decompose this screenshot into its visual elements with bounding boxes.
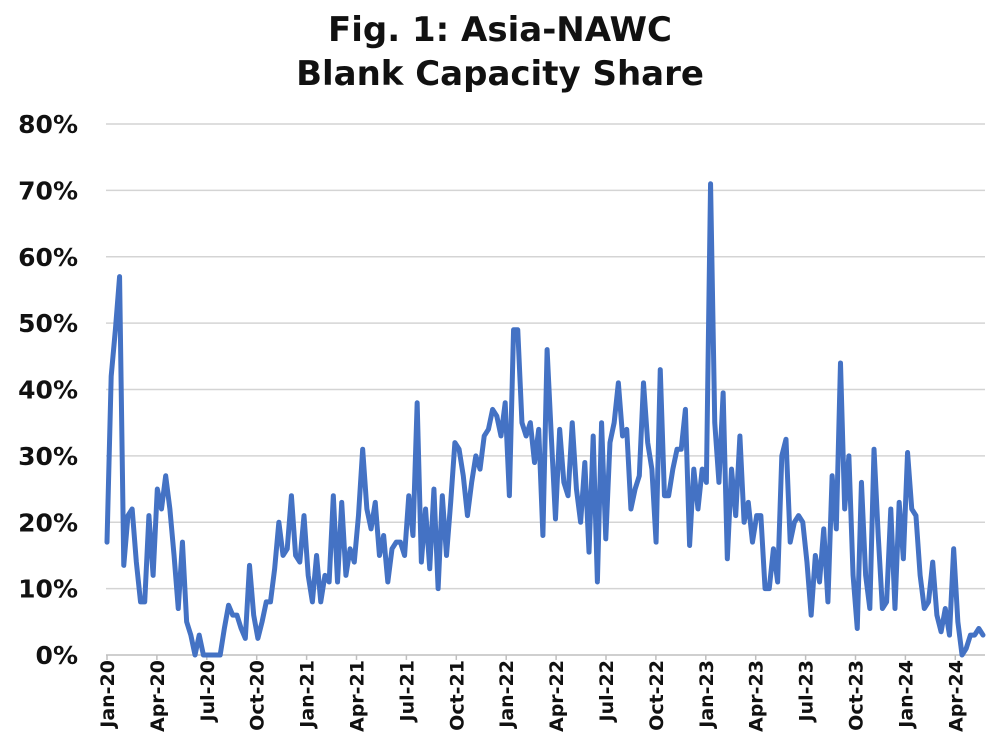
chart-title-line2: Blank Capacity Share — [296, 54, 704, 94]
x-tick-label: Jan-21 — [297, 660, 319, 730]
y-axis-ticks: 0% 10% 20% 30% 40% 50% 60% 70% 80% — [18, 110, 78, 670]
x-tick-label: Apr-20 — [147, 660, 169, 732]
x-tick-label: Apr-21 — [347, 660, 369, 732]
x-tick-label: Apr-24 — [945, 660, 967, 732]
y-tick-label: 60% — [18, 243, 78, 272]
x-tick-label: Oct-20 — [247, 660, 269, 731]
x-tick-label: Jul-22 — [596, 660, 618, 723]
y-tick-label: 10% — [18, 575, 78, 604]
y-tick-label: 80% — [18, 110, 78, 139]
y-tick-label: 50% — [18, 309, 78, 338]
x-tick-label: Jan-22 — [496, 660, 518, 730]
chart-title-line1: Fig. 1: Asia-NAWC — [327, 10, 673, 50]
x-axis-ticks: Jan-20 Apr-20 Jul-20 Oct-20 Jan-21 Apr-21 Jul-… — [97, 655, 967, 732]
x-tick-label: Jan-23 — [696, 660, 718, 730]
x-tick-label: Oct-22 — [646, 660, 668, 731]
chart-title: Fig. 1: Asia-NAWC Blank Capacity Share — [0, 8, 1000, 96]
x-tick-label: Jan-20 — [97, 660, 119, 730]
series-layer — [104, 181, 986, 658]
x-tick-label: Jul-20 — [197, 660, 219, 723]
x-tick-label: Oct-21 — [446, 660, 468, 731]
x-tick-label: Oct-23 — [846, 660, 868, 731]
y-tick-label: 40% — [18, 376, 78, 405]
series-line — [104, 181, 986, 658]
y-tick-label: 70% — [18, 176, 78, 205]
y-tick-label: 30% — [18, 442, 78, 471]
x-tick-label: Jul-21 — [396, 660, 418, 723]
x-tick-label: Jan-24 — [895, 660, 917, 730]
x-tick-label: Apr-23 — [746, 660, 768, 732]
x-tick-label: Apr-22 — [546, 660, 568, 732]
x-tick-label: Jul-23 — [796, 660, 818, 723]
y-tick-label: 20% — [18, 508, 78, 537]
y-tick-label: 0% — [36, 641, 78, 670]
